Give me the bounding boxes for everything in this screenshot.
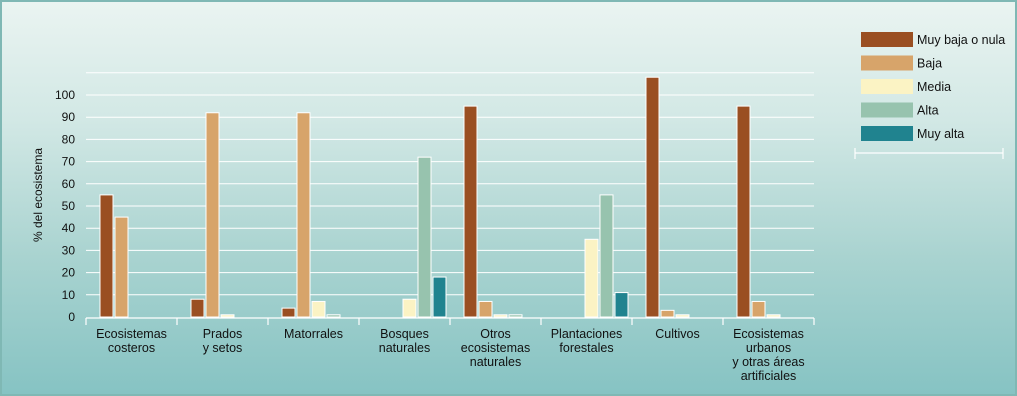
bar	[402, 298, 417, 318]
x-category-label: Ecosistemas	[733, 327, 804, 341]
bar	[311, 300, 326, 318]
legend-label: Baja	[917, 57, 942, 71]
bar	[463, 105, 478, 318]
y-tick-label: 60	[62, 177, 76, 191]
bar	[432, 276, 447, 318]
bar	[417, 156, 432, 318]
x-category-label: Otros	[480, 327, 511, 341]
x-category-label: y setos	[203, 341, 243, 355]
x-category-label: Cultivos	[655, 327, 699, 341]
legend-label: Alta	[917, 104, 939, 118]
y-tick-label: 10	[62, 288, 76, 302]
bar	[584, 238, 599, 318]
x-category-label: y otras áreas	[732, 355, 804, 369]
y-tick-label: 20	[62, 266, 76, 280]
x-category-label: forestales	[559, 341, 613, 355]
x-category-label: Plantaciones	[551, 327, 623, 341]
x-category-label: naturales	[470, 355, 521, 369]
legend-swatch	[861, 102, 913, 118]
legend-swatch	[861, 32, 913, 47]
y-tick-label: 100	[55, 88, 75, 102]
bar	[326, 314, 341, 318]
bars	[99, 76, 781, 318]
legend-swatch	[861, 55, 913, 71]
y-tick-label: 70	[62, 155, 76, 169]
bar	[493, 314, 508, 318]
bar	[220, 314, 235, 318]
y-tick-label: 0	[68, 310, 75, 324]
x-category-label: naturales	[379, 341, 430, 355]
y-tick-label: 90	[62, 110, 76, 124]
bar	[99, 194, 114, 318]
legend-swatch	[861, 79, 913, 94]
bar	[296, 112, 311, 318]
bar	[614, 292, 629, 318]
bar	[660, 309, 675, 318]
bar	[190, 298, 205, 318]
x-category-label: Ecosistemas	[96, 327, 167, 341]
y-tick-label: 40	[62, 221, 76, 235]
bar	[508, 314, 523, 318]
bar	[645, 76, 660, 318]
bar	[751, 300, 766, 318]
bar	[736, 105, 751, 318]
bar	[205, 112, 220, 318]
gridlines	[86, 72, 814, 296]
y-axis-title: % del ecosistema	[31, 148, 45, 242]
bar	[599, 194, 614, 318]
y-tick-label: 30	[62, 243, 76, 257]
x-category-label: urbanos	[746, 341, 791, 355]
bar	[281, 307, 296, 318]
legend-label: Muy baja o nula	[917, 33, 1005, 47]
x-axis	[85, 317, 815, 325]
x-category-label: Matorrales	[284, 327, 343, 341]
x-category-label: ecosistemas	[461, 341, 530, 355]
bar	[478, 300, 493, 318]
legend-label: Media	[917, 80, 951, 94]
bar	[766, 314, 781, 318]
bar	[675, 314, 690, 318]
x-category-label: Prados	[203, 327, 243, 341]
y-tick-label: 80	[62, 132, 76, 146]
legend-label: Muy alta	[917, 127, 964, 141]
bar	[114, 216, 129, 318]
legend: Muy baja o nula Baja Media Alta Muy alta	[854, 32, 1005, 159]
y-tick-labels: 0 10 20 30 40 50 60 70 80 90 100	[55, 88, 75, 324]
x-category-label: costeros	[108, 341, 155, 355]
legend-swatch	[861, 126, 913, 141]
x-category-label: artificiales	[741, 369, 797, 383]
y-tick-label: 50	[62, 199, 76, 213]
x-category-label: Bosques	[380, 327, 429, 341]
